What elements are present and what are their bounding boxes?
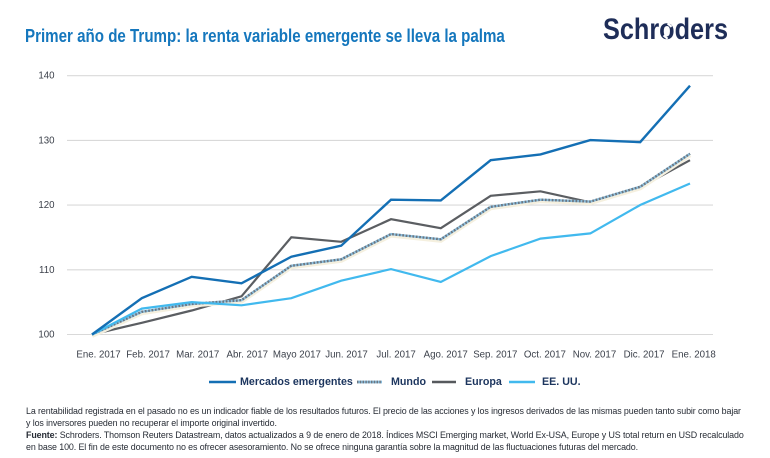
svg-text:Schroders: Schroders xyxy=(603,13,728,46)
svg-text:130: 130 xyxy=(38,135,55,146)
svg-text:Mayo 2017: Mayo 2017 xyxy=(273,350,321,361)
svg-text:Dic. 2017: Dic. 2017 xyxy=(624,350,665,361)
svg-text:Jun. 2017: Jun. 2017 xyxy=(325,350,368,361)
svg-text:110: 110 xyxy=(39,265,55,276)
svg-text:Nov. 2017: Nov. 2017 xyxy=(573,350,616,361)
svg-text:140: 140 xyxy=(38,71,55,82)
svg-text:100: 100 xyxy=(38,330,55,341)
svg-text:Feb. 2017: Feb. 2017 xyxy=(126,350,170,361)
svg-text:Ene. 2017: Ene. 2017 xyxy=(76,350,120,361)
svg-text:Ago. 2017: Ago. 2017 xyxy=(424,350,468,361)
svg-text:Mar. 2017: Mar. 2017 xyxy=(176,350,219,361)
svg-text:Sep. 2017: Sep. 2017 xyxy=(473,350,517,361)
svg-text:Jul. 2017: Jul. 2017 xyxy=(376,350,415,361)
svg-text:Oct. 2017: Oct. 2017 xyxy=(524,350,566,361)
svg-text:Abr. 2017: Abr. 2017 xyxy=(227,350,268,361)
svg-text:Ene. 2018: Ene. 2018 xyxy=(672,350,716,361)
svg-text:120: 120 xyxy=(38,200,55,211)
